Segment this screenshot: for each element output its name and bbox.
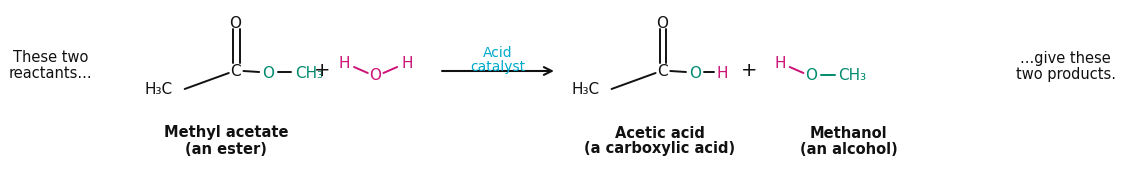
Text: (an ester): (an ester): [184, 141, 267, 156]
Text: +: +: [741, 62, 758, 81]
Text: reactants...: reactants...: [9, 67, 92, 82]
Text: H₃C: H₃C: [145, 82, 173, 96]
Text: O: O: [806, 68, 817, 82]
Text: These two: These two: [12, 50, 88, 65]
Text: O: O: [370, 68, 381, 82]
Text: H: H: [717, 65, 728, 81]
Text: ...give these: ...give these: [1020, 50, 1112, 65]
Text: C: C: [657, 63, 668, 78]
Text: CH₃: CH₃: [295, 65, 323, 81]
Text: Acid: Acid: [483, 46, 513, 60]
Text: (a carboxylic acid): (a carboxylic acid): [584, 141, 735, 156]
Text: H: H: [774, 56, 785, 70]
Text: O: O: [688, 65, 701, 81]
Text: CH₃: CH₃: [838, 68, 866, 82]
Text: Methanol: Methanol: [810, 126, 888, 141]
Text: two products.: two products.: [1016, 67, 1116, 82]
Text: O: O: [262, 65, 273, 81]
Text: H: H: [402, 56, 413, 70]
Text: H₃C: H₃C: [572, 82, 600, 96]
Text: +: +: [314, 62, 330, 81]
Text: O: O: [229, 16, 242, 30]
Text: H: H: [339, 56, 350, 70]
Text: C: C: [231, 63, 241, 78]
Text: Acetic acid: Acetic acid: [614, 126, 704, 141]
Text: catalyst: catalyst: [470, 60, 525, 74]
Text: Methyl acetate: Methyl acetate: [163, 126, 288, 141]
Text: (an alcohol): (an alcohol): [800, 141, 898, 156]
Text: O: O: [657, 16, 668, 30]
